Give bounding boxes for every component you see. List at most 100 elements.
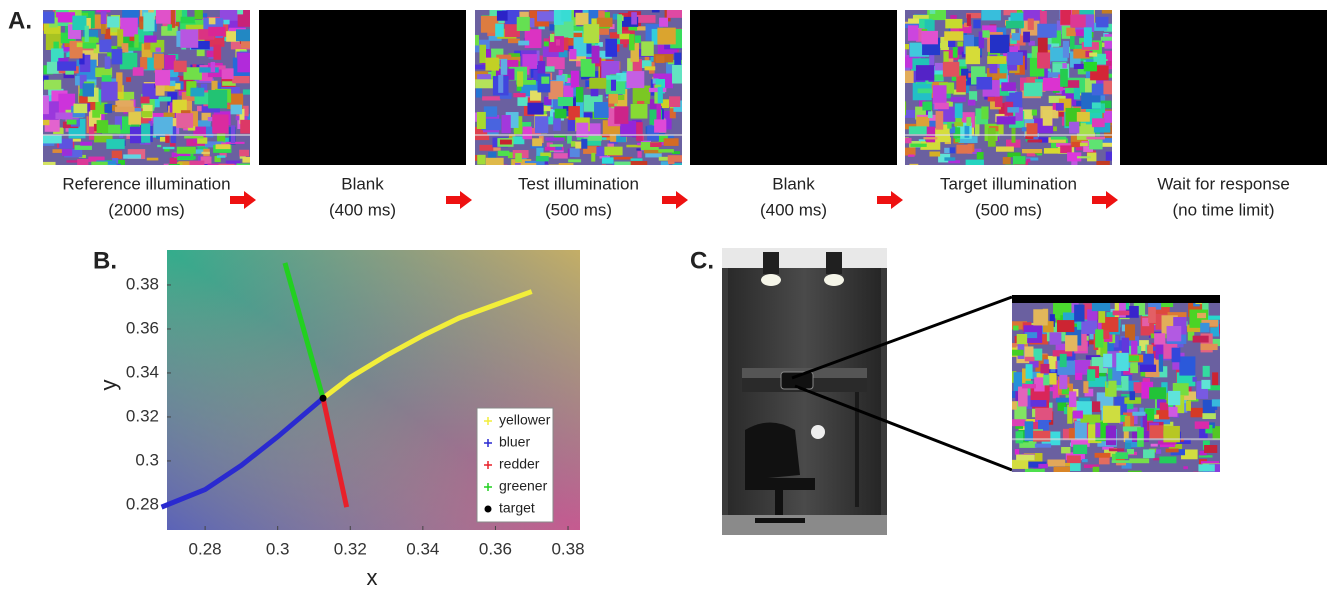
mosaic-tile (1043, 148, 1062, 154)
mosaic-tile (1006, 139, 1021, 148)
mosaic-tile (1079, 10, 1094, 16)
mosaic-tile (626, 144, 645, 148)
photo (722, 248, 887, 535)
mosaic-tile (1063, 406, 1069, 415)
mosaic-tile (1121, 337, 1130, 358)
mosaic-tile (954, 122, 964, 127)
mosaic-tile (1024, 332, 1038, 339)
mosaic-tile (1201, 319, 1219, 327)
mosaic-tile (1046, 72, 1061, 78)
mosaic-tile (1192, 335, 1209, 343)
mosaic-tile (1202, 365, 1210, 377)
mosaic-tile (211, 80, 218, 99)
mosaic-tile (1019, 438, 1037, 448)
mosaic-tile (666, 10, 682, 18)
mosaic-tile (1102, 446, 1114, 450)
mosaic-tile (1176, 372, 1196, 387)
mosaic-tile (99, 39, 112, 53)
mosaic-tile (1125, 438, 1141, 448)
mosaic-tile (219, 10, 239, 21)
mosaic-tile (982, 30, 990, 38)
mosaic-tile (961, 68, 969, 79)
mosaic-tile (43, 95, 49, 115)
mosaic-tile (1011, 123, 1016, 143)
mosaic-tile (72, 15, 87, 31)
mosaic-tile (1103, 80, 1112, 95)
mosaic-tile (949, 126, 956, 134)
mosaic-tile (556, 75, 565, 84)
mosaic-tile (534, 116, 549, 134)
step-caption: (400 ms) (760, 200, 827, 219)
mosaic-tile (1100, 338, 1108, 357)
mosaic-tile (949, 147, 956, 154)
mosaic-tile (965, 46, 981, 65)
mosaic-tile (575, 141, 586, 149)
mosaic-tile (1016, 454, 1035, 461)
mosaic-tile (1120, 414, 1128, 422)
mosaic-tile (507, 38, 520, 44)
mosaic-tile (536, 147, 544, 158)
mosaic-tile (153, 53, 164, 69)
mosaic-tile (75, 75, 80, 86)
mosaic-tile (1055, 102, 1064, 111)
mosaic-tile (658, 135, 668, 143)
mosaic-tile (1091, 83, 1109, 96)
mosaic-tile (1068, 428, 1077, 440)
mosaic-tile (1070, 51, 1081, 68)
mosaic-tile (932, 85, 947, 105)
mosaic-tile (1055, 343, 1074, 351)
mosaic-tile (222, 81, 236, 86)
mosaic-tile (967, 99, 976, 106)
mosaic-tile (994, 94, 1003, 108)
mosaic-tile (938, 153, 951, 163)
mosaic-tile (924, 19, 935, 34)
mosaic-tile (1190, 407, 1211, 418)
mosaic-tile (905, 109, 920, 118)
legend-label: target (499, 500, 535, 516)
mosaic-tile (942, 61, 960, 77)
mosaic-tile (104, 29, 112, 39)
mosaic-tile (1055, 397, 1074, 403)
mosaic-tile (589, 77, 607, 89)
mosaic-tile (477, 154, 486, 165)
mosaic-tile (1212, 372, 1219, 386)
mosaic-tile (652, 78, 659, 84)
mosaic-tile (1143, 449, 1155, 459)
mosaic-tile (1181, 449, 1198, 460)
mosaic-tile (649, 99, 660, 111)
mosaic-tile (596, 146, 608, 157)
mosaic-tile (951, 117, 962, 123)
mosaic-tile (974, 116, 980, 137)
x-tick-label: 0.38 (551, 539, 584, 558)
mosaic-tile (1095, 123, 1100, 143)
mosaic-tile (1199, 450, 1207, 456)
mosaic-tile (101, 81, 118, 101)
mosaic-tile (1142, 378, 1151, 385)
series-line (320, 397, 350, 508)
mosaic-tile (176, 146, 196, 154)
y-tick-label: 0.32 (126, 406, 159, 425)
mosaic-tile (44, 12, 65, 22)
mosaic-tile (516, 16, 530, 31)
mosaic-tile (661, 100, 669, 109)
mosaic-tile (155, 70, 171, 86)
mosaic-tile (1155, 449, 1162, 454)
mosaic-tile (670, 28, 682, 49)
mosaic-tile (119, 134, 124, 138)
mosaic-tile (604, 146, 623, 156)
mosaic-tile (1101, 317, 1119, 333)
mosaic-tile (1115, 452, 1129, 459)
mosaic-tile (184, 135, 204, 139)
mosaic-tile (1104, 34, 1112, 49)
mosaic-tile (200, 156, 212, 165)
mosaic-tile (43, 79, 62, 90)
mosaic-tile (496, 54, 512, 60)
mosaic-tile (77, 158, 89, 165)
mosaic-tile (530, 90, 542, 101)
mosaic-tile (1089, 139, 1103, 150)
mosaic-tile (83, 29, 98, 39)
mosaic-tile (481, 118, 501, 131)
mosaic-tile (920, 141, 941, 150)
mosaic-tile (558, 163, 574, 165)
mosaic-tile (996, 87, 1010, 96)
